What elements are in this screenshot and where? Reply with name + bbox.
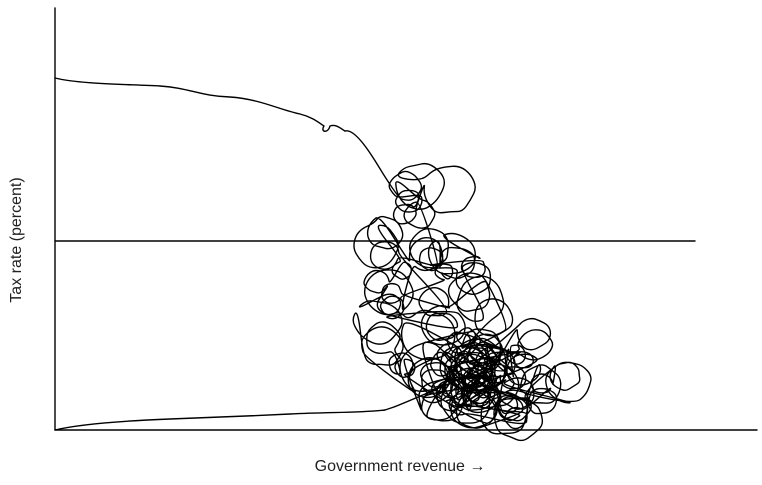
upper-curve [55, 78, 345, 131]
y-axis-label: Tax rate (percent) [8, 177, 25, 302]
scribble [345, 131, 591, 441]
lower-curve [55, 410, 385, 430]
chart: Tax rate (percent) Government revenue → [0, 0, 762, 485]
x-axis-label: Government revenue → [315, 458, 486, 475]
